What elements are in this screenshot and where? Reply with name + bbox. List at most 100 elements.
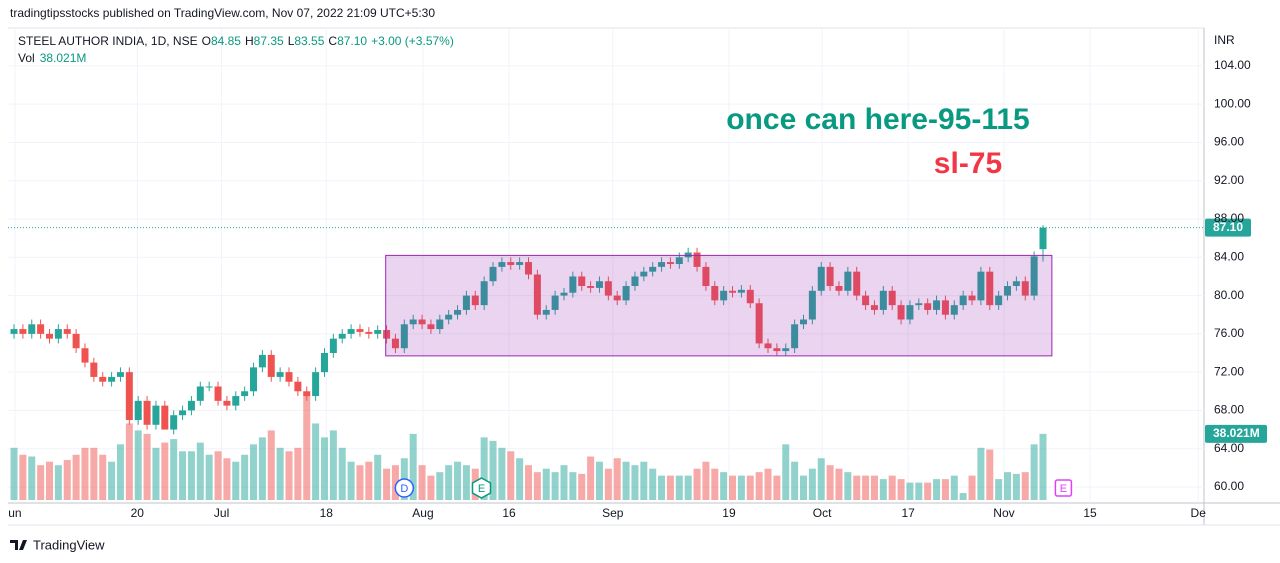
x-tick-label: Oct [813, 506, 832, 520]
candle-body [817, 266, 825, 291]
candles [10, 225, 1047, 435]
candle-body [418, 319, 426, 325]
candle-body [525, 262, 533, 275]
candle-body [799, 319, 807, 325]
y-tick-label: 60.00 [1214, 479, 1244, 493]
volume-bar [675, 475, 683, 500]
volume-bar [720, 472, 728, 500]
change: +3.00 (+3.57%) [371, 34, 454, 48]
candle-body [551, 295, 559, 310]
x-tick-label: Sep [602, 506, 624, 520]
candle-body [915, 303, 923, 306]
volume-bar [294, 447, 302, 500]
volume-bar [81, 447, 89, 500]
candle-body [729, 290, 737, 293]
candle-body [374, 330, 382, 334]
candle-body [99, 376, 107, 382]
volume-bar [507, 451, 515, 500]
volume-bar [320, 437, 328, 500]
volume-bar [817, 458, 825, 500]
candle-body [54, 329, 62, 339]
volume-bar [622, 461, 630, 500]
volume-bar [338, 447, 346, 500]
candle-body [241, 391, 249, 397]
candle-body [223, 400, 231, 406]
volume-bar [702, 461, 710, 500]
volume-bar [462, 465, 470, 500]
volume-bar [152, 447, 160, 500]
candle-body [507, 262, 515, 265]
x-tick-label: 18 [320, 506, 334, 520]
candle-body [649, 266, 657, 272]
event-marker [471, 477, 492, 499]
candle-body [879, 290, 887, 310]
candle-body [250, 367, 258, 392]
candle-body [1004, 286, 1012, 296]
candle-body [196, 386, 204, 401]
volume-bar [649, 468, 657, 500]
volume-bar [693, 468, 701, 500]
volume-bar [391, 465, 399, 500]
candle-body [533, 274, 541, 315]
volume-bar [525, 465, 533, 500]
volume-bar [1039, 433, 1047, 500]
candle-body [462, 295, 470, 310]
candle-body [870, 305, 878, 310]
volume-bar [826, 465, 834, 500]
volume-bar [10, 447, 18, 500]
candle-body [28, 324, 36, 334]
volume-bar [63, 459, 71, 500]
volume-bar [755, 472, 763, 500]
publish-header: tradingtipsstocks published on TradingVi… [10, 6, 435, 20]
volume-bar [879, 479, 887, 500]
candle-body [391, 338, 399, 349]
legend-line: STEEL AUTHOR INDIA, 1D, NSE O84.85 H87.35 L… [18, 34, 454, 48]
y-tick-label: 104.00 [1214, 58, 1251, 72]
volume-bar [427, 475, 435, 500]
volume-bar [595, 461, 603, 500]
volume-bar [312, 423, 320, 500]
volume-bar [250, 444, 258, 500]
candle-body [924, 303, 932, 310]
candle-body [737, 289, 745, 293]
candle-body [285, 372, 293, 382]
candle-body [995, 295, 1003, 306]
volume-bar [90, 447, 98, 500]
c-value: 87.10 [337, 34, 367, 48]
candle-body [755, 303, 763, 344]
volume-bar [54, 465, 62, 500]
volume-bar [267, 430, 275, 500]
volume-bar [542, 468, 550, 500]
candle-body [1030, 256, 1038, 296]
candle-body [356, 329, 364, 332]
last-price-label: 87.10 [1213, 220, 1243, 234]
volume-bar [161, 442, 169, 500]
y-tick-label: 96.00 [1214, 135, 1244, 149]
footer-logo: TradingView [10, 537, 105, 552]
candle-body [108, 376, 116, 382]
volume-bar [19, 454, 27, 500]
x-tick-label: un [8, 506, 21, 520]
candle-body [897, 305, 905, 320]
volume-bar [99, 454, 107, 500]
candle-body [977, 271, 985, 301]
volume-bar [37, 465, 45, 500]
y-tick-label: 76.00 [1214, 326, 1244, 340]
volume-bar [454, 461, 462, 500]
volume-bar [808, 468, 816, 500]
symbol: STEEL AUTHOR INDIA, 1D, NSE [18, 34, 198, 48]
y-tick-label: 84.00 [1214, 249, 1244, 263]
volume-bar [116, 444, 124, 500]
volume-bar [329, 430, 337, 500]
candle-body [409, 319, 417, 325]
volume-bar [28, 456, 36, 500]
volume-bar [489, 440, 497, 500]
volume-bar [365, 461, 373, 500]
candle-body [134, 400, 142, 420]
candle-body [10, 329, 18, 334]
y-tick-label: 68.00 [1214, 403, 1244, 417]
volume-bar [436, 472, 444, 500]
event-label: D [400, 483, 408, 495]
candle-body [81, 348, 89, 363]
